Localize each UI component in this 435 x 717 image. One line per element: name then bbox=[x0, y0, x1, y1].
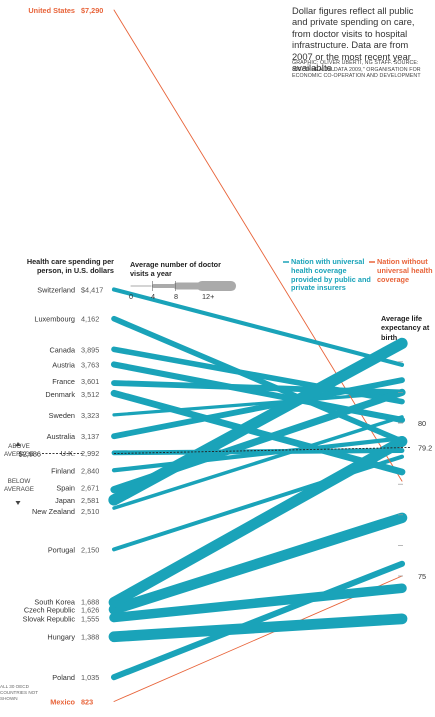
spending-value-denmark: 3,512 bbox=[81, 390, 99, 399]
visits-legend-title: Average number of doctor visits a year bbox=[130, 260, 221, 279]
country-name-u-k: U.K. bbox=[61, 449, 75, 458]
spending-value-luxembourg: 4,162 bbox=[81, 315, 99, 324]
spending-value-hungary: 1,388 bbox=[81, 633, 99, 642]
line-luxembourg bbox=[111, 315, 405, 445]
line-hungary bbox=[108, 613, 408, 643]
spending-value-mexico: 823 bbox=[81, 698, 93, 707]
line-united-states bbox=[113, 9, 403, 482]
spending-value-france: 3,601 bbox=[81, 377, 99, 386]
line-finland bbox=[111, 436, 405, 473]
life-tick-label: 80 bbox=[418, 419, 426, 428]
life-tick-label: 79.2 bbox=[418, 443, 432, 452]
country-lines bbox=[108, 9, 408, 702]
country-name-austria: Austria bbox=[52, 360, 76, 369]
line-switzerland bbox=[111, 287, 405, 367]
spending-value-south-korea: 1,688 bbox=[81, 597, 99, 606]
country-labels: United States $7,290 Switzerland $4,417 Luxe… bbox=[23, 6, 104, 707]
arrow-up-icon bbox=[15, 442, 21, 446]
country-name-united-states: United States bbox=[28, 6, 75, 15]
country-name-slovak-republic: Slovak Republic bbox=[23, 615, 76, 624]
country-name-hungary: Hungary bbox=[47, 633, 75, 642]
spending-value-u-k: 2,992 bbox=[81, 449, 99, 458]
legend-universal: Nation with universal health coverage pr… bbox=[291, 257, 371, 293]
spending-value-finland: 2,840 bbox=[81, 466, 99, 475]
above-average-label: ABOVE AVERAGE bbox=[4, 443, 34, 458]
line-u-k bbox=[111, 448, 405, 456]
spending-value-switzerland: $4,417 bbox=[81, 285, 103, 294]
visits-tick-label: 8 bbox=[174, 292, 178, 301]
spending-value-poland: 1,035 bbox=[81, 673, 99, 682]
average-spending-label: $2,986 bbox=[19, 450, 41, 459]
country-name-canada: Canada bbox=[49, 345, 76, 354]
footnote: ALL 30 OECD COUNTRIES NOT SHOWN bbox=[0, 684, 38, 701]
line-south-korea bbox=[108, 435, 408, 608]
line-czech-republic bbox=[108, 512, 408, 615]
country-name-finland: Finland bbox=[51, 466, 75, 475]
country-name-denmark: Denmark bbox=[45, 390, 75, 399]
spending-value-spain: 2,671 bbox=[81, 484, 99, 493]
country-name-spain: Spain bbox=[56, 484, 75, 493]
spending-note: Dollar figures reflect all public and pr… bbox=[292, 6, 415, 74]
spending-value-united-states: $7,290 bbox=[81, 6, 103, 15]
visits-tick-label: 12+ bbox=[202, 292, 214, 301]
country-name-australia: Australia bbox=[47, 432, 76, 441]
visits-tick-label: 0 bbox=[129, 292, 133, 301]
visits-tick-label: 4 bbox=[151, 292, 155, 301]
country-name-france: France bbox=[52, 377, 75, 386]
line-poland bbox=[110, 560, 406, 681]
spending-value-australia: 3,137 bbox=[81, 432, 99, 441]
spending-value-sweden: 3,323 bbox=[81, 411, 99, 420]
spending-value-czech-republic: 1,626 bbox=[81, 605, 99, 614]
country-name-poland: Poland bbox=[52, 673, 75, 682]
source-credit: GRAPHIC: OLIVER UBERTI, NG STAFF. SOURCE… bbox=[292, 60, 421, 80]
spending-value-japan: 2,581 bbox=[81, 496, 99, 505]
life-expectancy-axis-title: Average life expectancy at birth bbox=[381, 314, 430, 342]
country-name-mexico: Mexico bbox=[50, 698, 75, 707]
country-name-sweden: Sweden bbox=[49, 411, 75, 420]
spending-value-new-zealand: 2,510 bbox=[81, 507, 99, 516]
spending-axis-title: Health care spending per person, in U.S.… bbox=[26, 257, 114, 276]
country-name-new-zealand: New Zealand bbox=[32, 507, 75, 516]
below-average-label: BELOW AVERAGE bbox=[4, 478, 34, 493]
country-name-japan: Japan bbox=[55, 496, 75, 505]
country-name-portugal: Portugal bbox=[48, 545, 76, 554]
country-name-south-korea: South Korea bbox=[34, 597, 76, 606]
line-australia bbox=[111, 377, 405, 440]
line-sweden bbox=[112, 390, 404, 417]
life-tick-label: 75 bbox=[418, 572, 426, 581]
country-name-czech-republic: Czech Republic bbox=[24, 605, 75, 614]
legend-no-universal: Nation without universal health coverage bbox=[377, 257, 433, 284]
country-name-switzerland: Switzerland bbox=[37, 285, 75, 294]
line-denmark bbox=[110, 389, 406, 476]
line-japan bbox=[108, 337, 408, 506]
spending-value-canada: 3,895 bbox=[81, 345, 99, 354]
line-new-zealand bbox=[112, 415, 404, 510]
country-name-luxembourg: Luxembourg bbox=[34, 315, 75, 324]
arrow-down-icon bbox=[15, 501, 21, 505]
line-slovak-republic bbox=[109, 583, 407, 623]
spending-value-austria: 3,763 bbox=[81, 360, 99, 369]
average-dashed-line bbox=[113, 447, 411, 454]
spending-value-portugal: 2,150 bbox=[81, 545, 99, 554]
spending-value-slovak-republic: 1,555 bbox=[81, 615, 99, 624]
axes: 80 79.2 75 $2,986 0 4 8 12+ bbox=[15, 261, 432, 581]
